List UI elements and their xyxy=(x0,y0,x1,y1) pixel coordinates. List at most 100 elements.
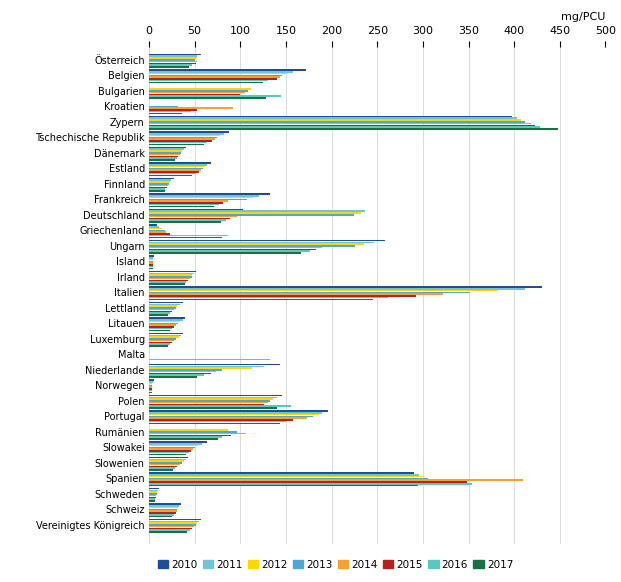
Bar xyxy=(149,367,252,369)
Bar xyxy=(149,57,197,59)
Bar xyxy=(149,407,277,409)
Bar xyxy=(149,94,240,95)
Bar xyxy=(149,218,230,219)
Bar xyxy=(149,255,153,257)
Bar xyxy=(149,133,224,134)
Bar xyxy=(149,121,525,123)
Bar xyxy=(149,314,168,316)
Bar xyxy=(149,326,174,328)
Bar xyxy=(149,116,512,118)
Bar xyxy=(149,187,167,188)
Bar xyxy=(149,97,266,99)
Bar xyxy=(149,54,201,55)
Bar xyxy=(149,147,186,148)
Bar xyxy=(149,478,428,479)
Bar xyxy=(149,530,190,531)
Bar xyxy=(149,216,237,218)
Bar xyxy=(149,150,182,152)
Bar xyxy=(149,292,470,293)
Bar xyxy=(149,171,199,173)
Bar xyxy=(149,386,152,388)
Bar xyxy=(149,235,227,236)
Bar xyxy=(149,131,229,133)
Bar xyxy=(149,73,288,74)
Bar xyxy=(149,112,182,114)
Bar xyxy=(149,406,291,407)
Bar xyxy=(149,509,178,510)
Bar xyxy=(149,395,283,396)
Bar xyxy=(149,489,158,491)
Bar xyxy=(149,71,293,73)
Bar xyxy=(149,214,353,216)
Bar xyxy=(149,295,415,297)
Bar xyxy=(149,178,174,179)
Bar xyxy=(149,66,189,68)
Bar xyxy=(149,293,443,295)
Bar xyxy=(149,297,388,299)
Bar xyxy=(149,276,192,278)
Bar xyxy=(149,480,524,481)
Bar xyxy=(149,400,271,402)
Bar xyxy=(149,445,198,446)
Bar xyxy=(149,126,540,128)
Bar xyxy=(149,164,207,166)
Bar xyxy=(149,219,225,221)
Bar xyxy=(149,259,153,260)
Bar xyxy=(149,431,237,432)
Bar xyxy=(149,436,222,438)
Bar xyxy=(149,288,525,290)
Bar xyxy=(149,55,196,57)
Bar xyxy=(149,80,268,81)
Bar xyxy=(149,488,159,489)
Bar xyxy=(149,328,172,329)
Bar xyxy=(149,65,192,66)
Bar xyxy=(149,309,174,310)
Bar xyxy=(149,520,199,522)
Bar xyxy=(149,272,194,274)
Bar xyxy=(149,264,153,266)
Bar xyxy=(149,286,542,288)
Bar xyxy=(149,224,157,226)
Bar xyxy=(149,469,173,471)
Bar xyxy=(149,307,176,308)
Bar xyxy=(149,242,374,243)
Bar xyxy=(149,433,246,434)
Bar xyxy=(149,95,281,97)
Bar xyxy=(149,512,176,514)
Bar xyxy=(149,231,166,233)
Bar xyxy=(149,495,156,496)
Bar xyxy=(149,279,188,281)
Bar xyxy=(149,228,162,229)
Bar xyxy=(149,403,264,405)
Bar xyxy=(149,175,192,176)
Bar xyxy=(149,438,219,440)
Bar xyxy=(149,142,207,143)
Bar xyxy=(149,524,196,526)
Bar xyxy=(149,340,174,342)
Bar xyxy=(149,157,178,159)
Bar xyxy=(149,462,182,464)
Bar xyxy=(149,385,152,386)
Bar xyxy=(149,62,196,64)
Bar xyxy=(149,335,181,336)
Bar xyxy=(149,369,222,371)
Bar xyxy=(149,74,283,76)
Bar xyxy=(149,466,178,467)
Bar xyxy=(149,505,179,507)
Bar xyxy=(149,69,306,71)
Bar xyxy=(149,229,165,231)
Bar xyxy=(149,443,202,445)
Bar xyxy=(149,233,170,235)
Bar xyxy=(149,388,152,390)
Bar xyxy=(149,107,233,109)
Bar xyxy=(149,329,170,331)
Bar xyxy=(149,105,178,107)
Bar xyxy=(149,119,522,121)
Bar xyxy=(149,189,165,190)
Bar xyxy=(149,271,196,272)
Bar xyxy=(149,301,183,303)
Bar xyxy=(149,202,223,204)
Bar xyxy=(149,200,229,202)
Bar xyxy=(149,190,165,191)
Bar xyxy=(149,336,179,338)
